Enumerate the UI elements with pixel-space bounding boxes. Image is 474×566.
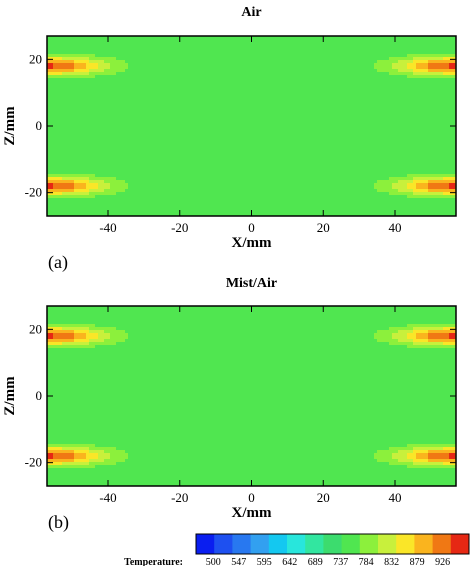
panel-b: Mist/Air -40 -20 0 20 40 -20 0 20 X/mm Z/mm (b) xyxy=(2,276,457,533)
colorbar-tick-label: 689 xyxy=(308,557,323,566)
panel-a: Air -40 -20 0 20 40 -20 0 20 X/mm Z/mm (a) xyxy=(2,5,457,273)
colorbar-swatch xyxy=(196,534,215,554)
x-tick-label: -20 xyxy=(171,490,188,505)
y-tick-label: -20 xyxy=(25,455,42,470)
colorbar-swatch xyxy=(432,534,452,554)
y-axis-label: Z/mm xyxy=(2,376,18,416)
colorbar-swatch xyxy=(214,534,233,554)
colorbar-title: Temperature: xyxy=(124,557,183,566)
panel-label: (a) xyxy=(48,252,68,273)
y-tick-label: -20 xyxy=(25,185,42,200)
colorbar-tick-label: 737 xyxy=(333,557,348,566)
chart-title: Air xyxy=(241,5,261,20)
colorbar-frame xyxy=(195,533,470,555)
colorbar-tick-label: 547 xyxy=(231,557,246,566)
x-tick-label: 20 xyxy=(317,490,330,505)
colorbar-swatch xyxy=(250,534,270,554)
y-tick-label: 20 xyxy=(29,51,42,66)
colorbar-swatch xyxy=(268,534,288,554)
contour-field xyxy=(47,36,457,217)
colorbar-tick-label: 642 xyxy=(282,557,297,566)
colorbar-swatch xyxy=(323,534,342,554)
chart-title: Mist/Air xyxy=(226,276,277,291)
y-tick-label: 0 xyxy=(36,388,43,403)
contour-field xyxy=(47,306,457,487)
x-tick-label: 0 xyxy=(248,490,255,505)
colorbar-tick-label: 832 xyxy=(384,557,399,566)
colorbar-swatch xyxy=(378,534,397,554)
panel-label: (b) xyxy=(48,512,69,533)
colorbar-tick-label: 879 xyxy=(410,557,425,566)
colorbar-swatch xyxy=(287,534,306,554)
colorbar-swatch xyxy=(232,534,251,554)
colorbar-tick-label: 926 xyxy=(435,557,450,566)
colorbar-swatch xyxy=(450,534,470,554)
colorbar-swatch xyxy=(359,534,379,554)
colorbar: Temperature: 500 547 595 642 689 737 784 832 879 9… xyxy=(124,533,470,566)
colorbar-swatch xyxy=(305,534,324,554)
x-tick-label: -40 xyxy=(99,490,116,505)
x-tick-label: -40 xyxy=(99,220,116,235)
x-tick-label: 20 xyxy=(317,220,330,235)
colorbar-tick-label: 784 xyxy=(359,557,374,566)
x-tick-label: 40 xyxy=(389,490,402,505)
y-tick-label: 20 xyxy=(29,321,42,336)
x-tick-label: 40 xyxy=(389,220,402,235)
x-tick-label: -20 xyxy=(171,220,188,235)
x-axis-label: X/mm xyxy=(232,235,272,251)
y-tick-label: 0 xyxy=(36,118,43,133)
colorbar-tick-label: 500 xyxy=(206,557,221,566)
x-axis-label: X/mm xyxy=(232,505,272,521)
colorbar-tick-label: 595 xyxy=(257,557,272,566)
colorbar-swatch xyxy=(414,534,433,554)
x-tick-label: 0 xyxy=(248,220,255,235)
colorbar-swatch xyxy=(396,534,415,554)
y-axis-label: Z/mm xyxy=(2,106,18,146)
colorbar-swatch xyxy=(341,534,361,554)
